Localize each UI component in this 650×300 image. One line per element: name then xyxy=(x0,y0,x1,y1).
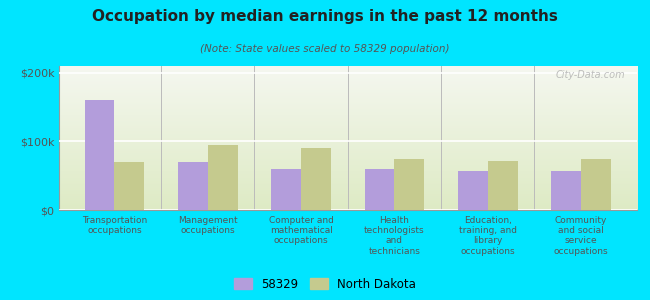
Bar xyxy=(208,145,238,210)
Bar xyxy=(581,159,611,210)
Bar xyxy=(488,160,517,210)
Bar xyxy=(178,162,208,210)
Text: City-Data.com: City-Data.com xyxy=(556,70,625,80)
Bar xyxy=(551,171,581,210)
Bar xyxy=(458,171,488,210)
Bar xyxy=(365,169,395,210)
Bar xyxy=(395,159,424,210)
Bar xyxy=(301,148,331,210)
Text: Occupation by median earnings in the past 12 months: Occupation by median earnings in the pas… xyxy=(92,9,558,24)
Text: (Note: State values scaled to 58329 population): (Note: State values scaled to 58329 popu… xyxy=(200,44,450,53)
Legend: 58329, North Dakota: 58329, North Dakota xyxy=(230,274,420,294)
Bar xyxy=(84,100,114,210)
Bar xyxy=(114,162,144,210)
Bar xyxy=(271,169,301,210)
